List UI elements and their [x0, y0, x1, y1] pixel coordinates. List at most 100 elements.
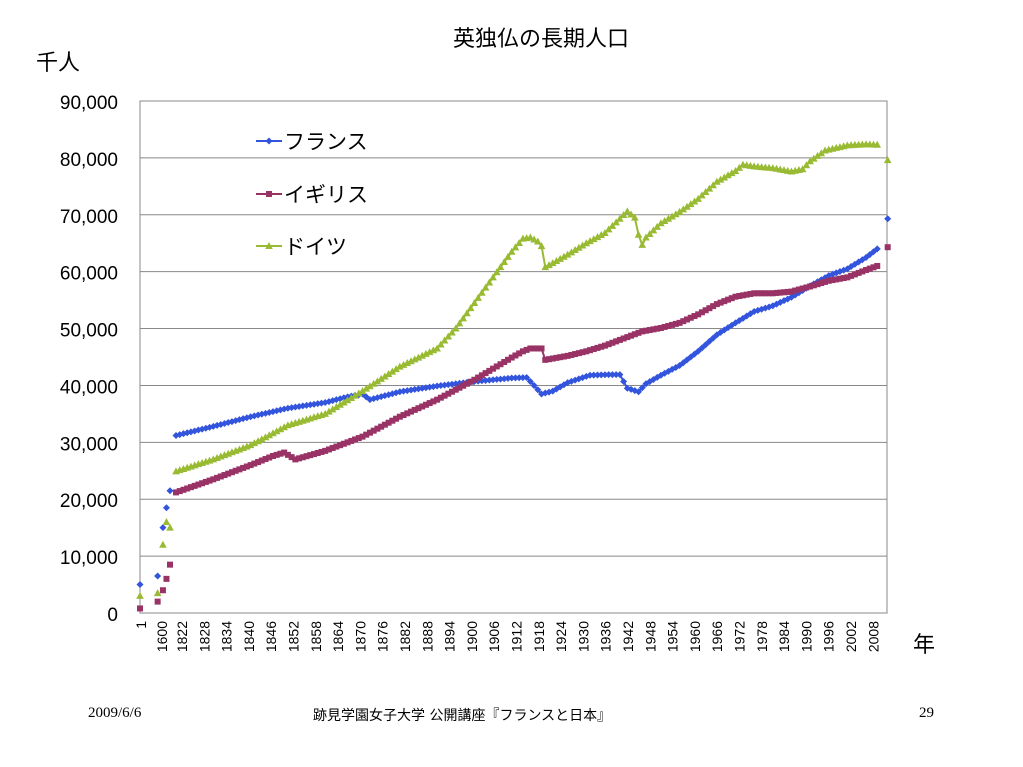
data-point: [829, 277, 836, 284]
data-point: [530, 381, 538, 389]
data-point: [288, 454, 295, 461]
data-point: [695, 311, 702, 318]
data-point: [370, 427, 377, 434]
data-point: [866, 265, 873, 272]
data-point: [516, 350, 523, 357]
data-point: [634, 230, 643, 238]
data-point: [455, 319, 464, 327]
x-tick-label: 1846: [263, 621, 279, 652]
data-point: [485, 278, 494, 286]
data-point: [608, 371, 616, 379]
data-point: [422, 349, 430, 357]
data-point: [766, 290, 773, 297]
data-point: [590, 371, 598, 379]
data-point: [660, 217, 669, 225]
x-tick-label: 1990: [798, 621, 814, 652]
data-point: [381, 372, 389, 380]
data-point: [396, 362, 404, 370]
data-point-early: [159, 587, 166, 594]
data-point: [620, 377, 628, 385]
data-point: [526, 233, 535, 241]
data-point: [474, 293, 482, 301]
data-point: [635, 388, 643, 396]
data-point: [214, 474, 221, 481]
data-point: [184, 485, 191, 492]
x-tick-label: 1888: [419, 621, 435, 652]
data-point: [425, 348, 434, 356]
data-point: [210, 476, 217, 483]
data-point: [478, 372, 485, 379]
data-point: [355, 435, 362, 442]
data-point: [463, 380, 470, 387]
data-point: [534, 345, 541, 352]
data-point: [810, 154, 818, 162]
data-point: [762, 290, 769, 297]
legend-label: ドイツ: [284, 235, 347, 259]
data-point: [255, 459, 262, 466]
y-tick-labels: 0 10,000 20,000 30,000 40,000 50,000 60,000 70,…: [60, 93, 118, 626]
data-point: [407, 408, 414, 415]
data-point: [492, 268, 501, 276]
data-point: [396, 413, 403, 420]
data-point: [410, 355, 419, 363]
data-point: [243, 463, 250, 470]
x-tick-label: 1966: [709, 621, 725, 652]
data-point: [844, 274, 851, 281]
data-point: [818, 280, 825, 287]
data-point: [594, 344, 601, 351]
data-point: [698, 309, 705, 316]
data-point: [624, 334, 631, 341]
data-point: [429, 346, 438, 354]
data-point: [687, 314, 694, 321]
data-point: [645, 229, 654, 237]
data-point: [564, 352, 571, 359]
slide-page-number: 29: [919, 705, 934, 721]
data-point: [378, 423, 385, 430]
data-point: [560, 353, 567, 360]
data-point: [657, 324, 664, 331]
x-tick-label: 1954: [665, 621, 681, 652]
data-point: [519, 348, 526, 355]
data-point-final: [883, 156, 892, 164]
data-point: [803, 284, 810, 291]
data-point: [638, 384, 646, 392]
data-point: [848, 272, 855, 279]
data-point: [560, 252, 568, 260]
data-point: [545, 261, 553, 269]
data-point: [515, 374, 523, 382]
data-point: [311, 451, 318, 458]
data-point: [605, 341, 612, 348]
slide-date: 2009/6/6: [88, 705, 142, 721]
y-tick-label: 40,000: [60, 377, 118, 398]
data-point: [246, 441, 255, 449]
data-point: [684, 316, 691, 323]
data-point: [531, 345, 538, 352]
y-tick-label: 80,000: [60, 150, 118, 171]
data-point: [333, 443, 340, 450]
data-point: [232, 467, 239, 474]
data-point: [567, 248, 576, 256]
data-point-final: [884, 244, 891, 251]
data-point: [332, 403, 341, 411]
data-point: [713, 177, 721, 185]
data-point: [583, 348, 590, 355]
data-point: [221, 472, 228, 479]
data-point: [817, 149, 826, 157]
data-point: [609, 339, 616, 346]
data-point: [325, 407, 333, 415]
data-point: [597, 231, 606, 239]
data-point: [810, 282, 817, 289]
y-tick-label: 70,000: [60, 207, 118, 228]
data-point: [340, 440, 347, 447]
data-point: [354, 389, 363, 397]
x-tick-label: 1936: [598, 621, 614, 652]
data-point: [702, 307, 709, 314]
data-point: [381, 421, 388, 428]
data-point: [731, 166, 740, 174]
data-point: [415, 405, 422, 412]
data-point: [489, 273, 497, 281]
data-point-early: [154, 572, 162, 580]
data-point: [336, 400, 344, 408]
data-point: [639, 328, 646, 335]
data-point: [623, 207, 632, 215]
